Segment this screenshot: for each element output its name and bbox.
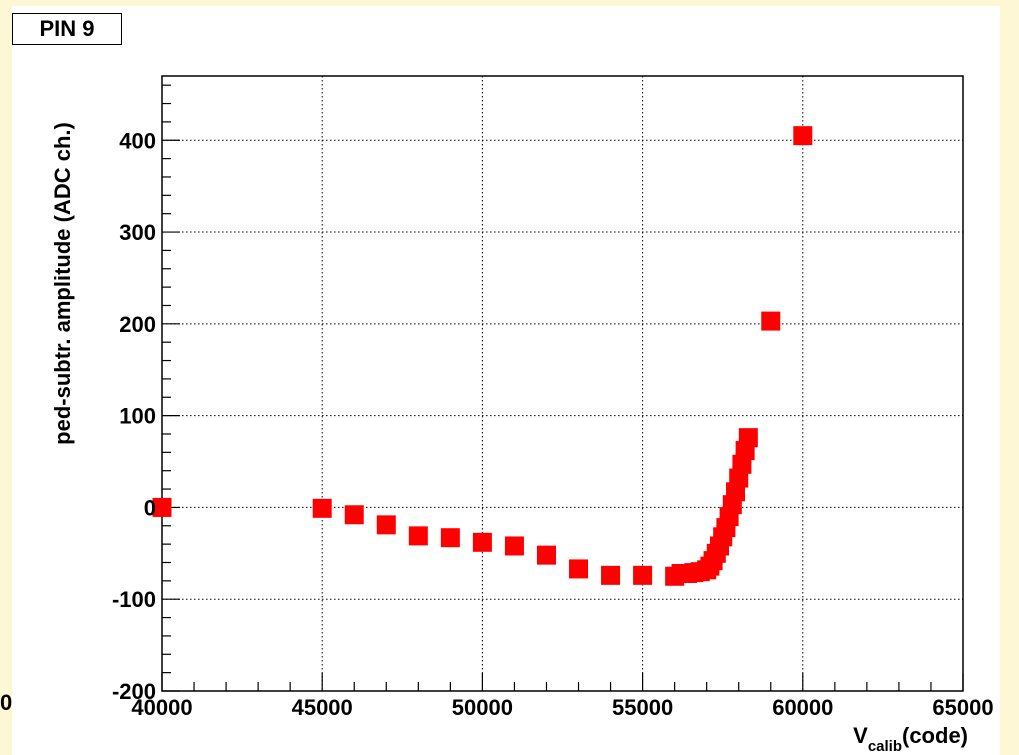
x-tick-label: 60000 xyxy=(772,695,833,720)
data-point xyxy=(601,565,621,585)
data-point xyxy=(344,505,364,525)
data-point xyxy=(633,565,653,585)
data-point xyxy=(312,498,332,518)
x-tick-label: 50000 xyxy=(452,695,513,720)
x-axis-title-unit: (code) xyxy=(902,723,968,748)
x-tick-label: 55000 xyxy=(612,695,673,720)
plot-canvas xyxy=(12,6,1000,755)
x-axis-title-sub: calib xyxy=(868,738,902,755)
data-point xyxy=(738,428,758,448)
x-tick-labels: 40000 45000 50000 55000 60000 65000 xyxy=(131,695,993,720)
y-tick-label: 0 xyxy=(144,495,156,520)
clipped-tick-fragment: 0 xyxy=(0,690,13,715)
x-axis-title: Vcalib(code) xyxy=(853,723,968,755)
y-tick-label: -100 xyxy=(112,587,156,612)
grid-lines xyxy=(162,76,963,691)
data-point xyxy=(376,515,396,535)
x-tick-label: 40000 xyxy=(131,695,192,720)
data-point xyxy=(472,532,492,552)
y-tick-label: 300 xyxy=(119,220,156,245)
data-point xyxy=(536,545,556,565)
plot-frame xyxy=(161,75,964,692)
y-tick-label: 200 xyxy=(119,312,156,337)
data-point xyxy=(408,526,428,546)
data-point xyxy=(761,311,781,331)
y-tick-labels: -200 -100 0 100 200 300 400 xyxy=(112,128,156,704)
x-tick-label: 65000 xyxy=(932,695,993,720)
y-axis-title: ped-subtr. amplitude (ADC ch.) xyxy=(50,122,75,445)
data-point xyxy=(793,126,813,146)
x-tick-label: 45000 xyxy=(292,695,353,720)
y-tick-label: -200 xyxy=(112,679,156,704)
data-point xyxy=(569,559,589,579)
data-point xyxy=(504,536,524,556)
axis-ticks xyxy=(161,84,964,692)
data-points xyxy=(152,126,813,586)
data-point xyxy=(440,528,460,548)
x-axis-title-main: V xyxy=(853,723,868,748)
plot-title: PIN 9 xyxy=(12,13,122,45)
y-tick-label: 400 xyxy=(119,128,156,153)
data-point xyxy=(152,497,172,517)
y-tick-label: 100 xyxy=(119,404,156,429)
